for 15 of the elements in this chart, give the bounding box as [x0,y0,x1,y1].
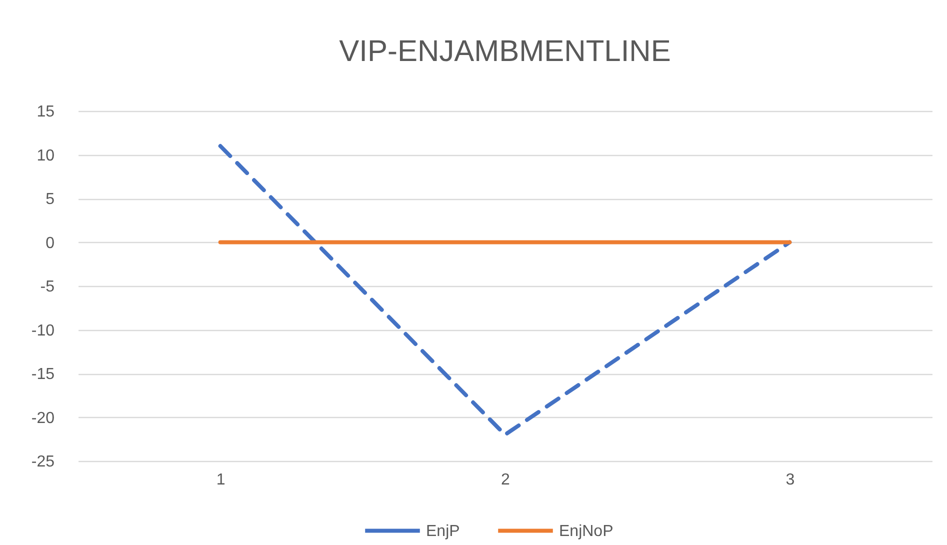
y-tick-label: -15 [31,366,55,383]
y-tick-label: -25 [31,454,55,470]
y-tick-label: -20 [31,410,55,427]
y-tick-label: 15 [36,104,55,120]
x-tick-label: 1 [216,472,226,488]
legend-label: EnjNoP [559,522,614,540]
y-tick-label: 5 [46,191,55,208]
y-tick-label: 0 [46,234,55,252]
chart-title: VIP-ENJAMBMENTLINE [339,35,671,68]
legend-label: EnjP [426,522,460,540]
y-tick-label: -5 [40,278,55,296]
x-tick-label: 3 [786,472,795,488]
x-tick-label: 2 [501,472,510,488]
y-tick-label: -10 [31,322,55,340]
y-tick-label: 10 [36,147,55,164]
